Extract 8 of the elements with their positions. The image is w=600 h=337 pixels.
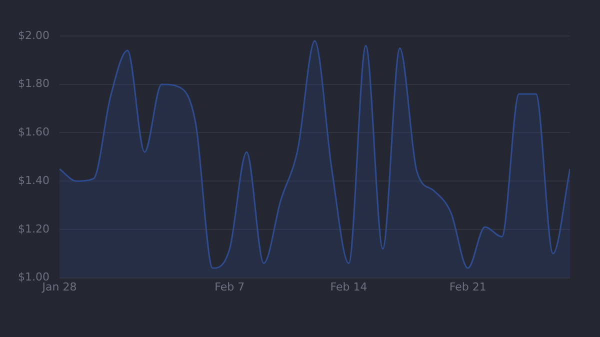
x-tick-label: Feb 14 — [330, 280, 368, 294]
x-tick-label: Feb 7 — [214, 280, 245, 294]
y-tick-label: $1.80 — [18, 77, 50, 90]
x-tick-label: Feb 21 — [449, 280, 486, 294]
y-tick-label: $1.60 — [18, 126, 50, 139]
y-tick-label: $1.20 — [18, 222, 50, 236]
y-tick-label: $1.40 — [18, 174, 50, 187]
y-tick-label: $2.00 — [18, 28, 50, 42]
